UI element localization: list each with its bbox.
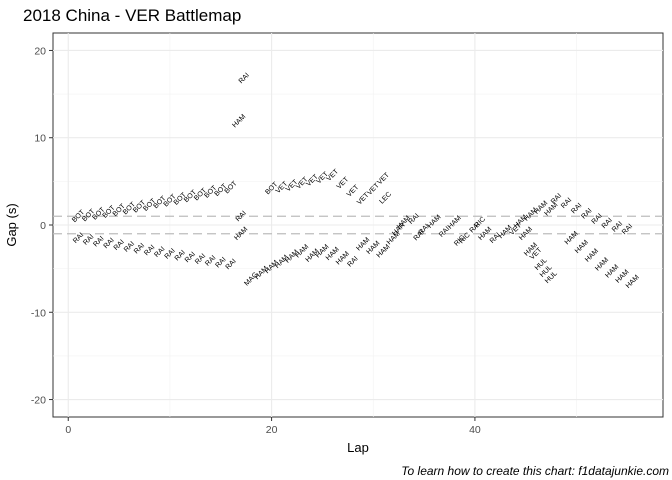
chart-title: 2018 China - VER Battlemap: [23, 6, 241, 25]
reference-lines: [53, 215, 663, 235]
y-axis-ticks: -20 -10 0 10 20: [31, 45, 53, 407]
x-tick-label: 0: [65, 424, 71, 436]
x-axis-title: Lap: [347, 440, 369, 455]
y-tick-label: -10: [31, 307, 46, 319]
y-axis-title: Gap (s): [4, 203, 19, 246]
y-tick-label: 0: [40, 220, 46, 232]
y-tick-label: -20: [31, 395, 46, 407]
x-tick-label: 20: [266, 424, 278, 436]
x-axis-ticks: 0 20 40: [65, 417, 481, 436]
chart-caption: To learn how to create this chart: f1dat…: [401, 464, 669, 478]
x-tick-label: 40: [469, 424, 481, 436]
y-tick-label: 10: [34, 133, 46, 145]
grid-lines: [53, 33, 663, 417]
y-tick-label: 20: [34, 45, 46, 57]
